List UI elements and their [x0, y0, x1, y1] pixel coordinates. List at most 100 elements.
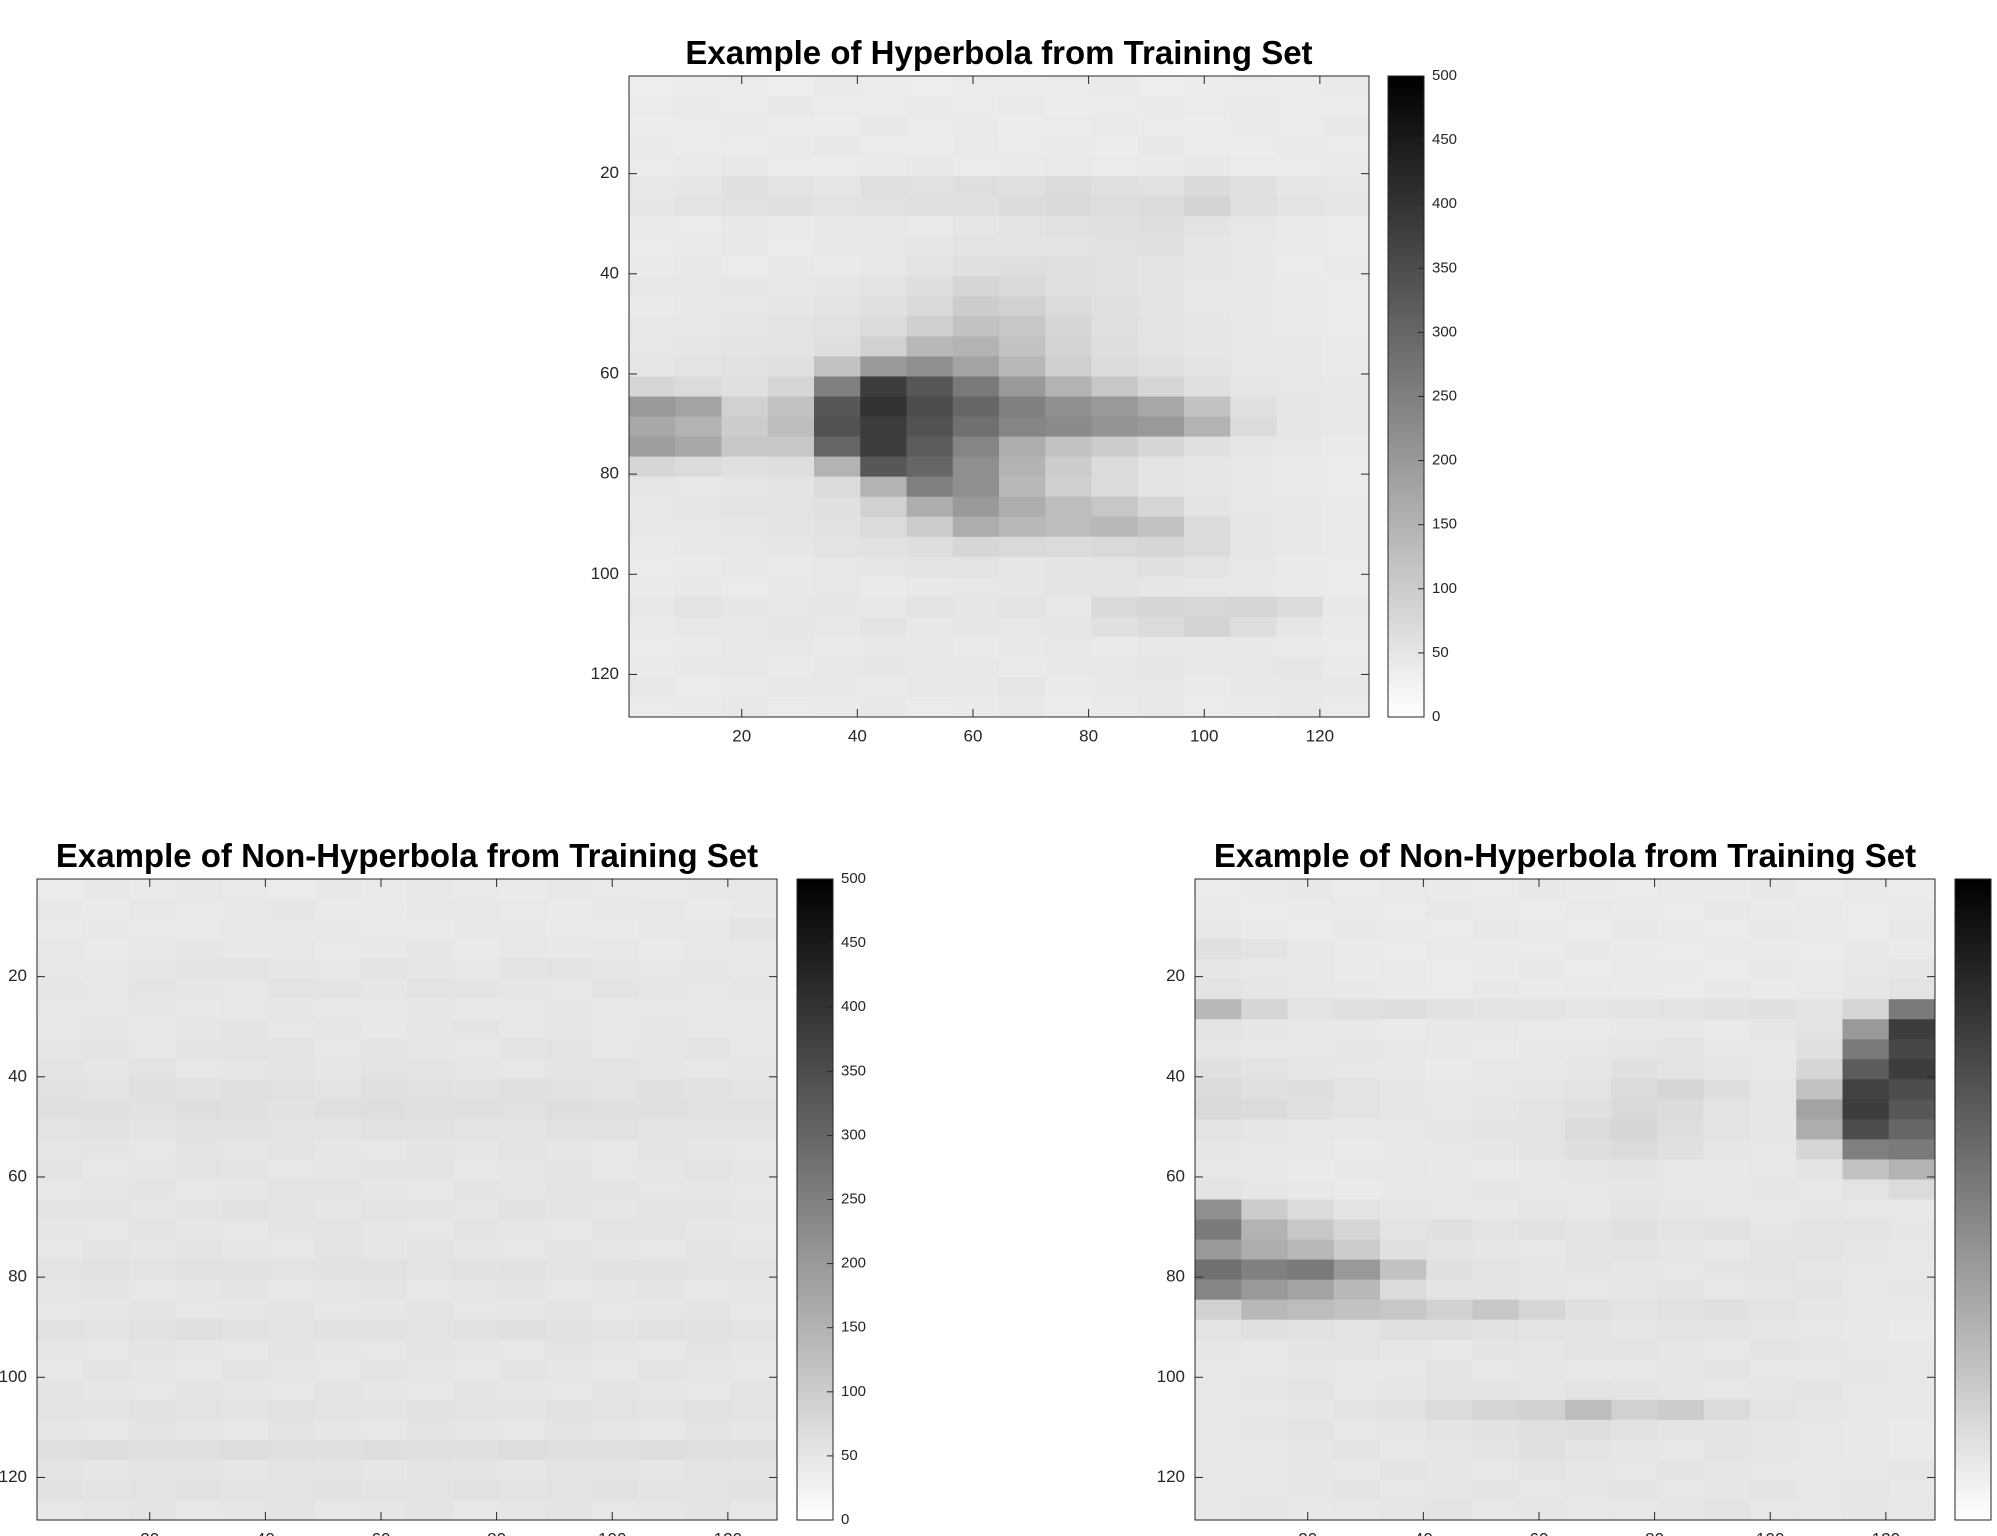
cell [268, 899, 315, 920]
cell [83, 999, 130, 1020]
cell [730, 1339, 778, 1361]
cell [1472, 1019, 1520, 1040]
cell [1322, 596, 1370, 618]
cell [1842, 1379, 1890, 1401]
cell [545, 1479, 593, 1501]
cell [1703, 1479, 1751, 1501]
cell [268, 1239, 315, 1261]
cell [1195, 959, 1242, 980]
cell [1842, 1079, 1890, 1100]
cell [1703, 879, 1751, 900]
cell [37, 1019, 84, 1040]
cell [222, 939, 269, 960]
cell [129, 1239, 177, 1261]
cell [1380, 1459, 1427, 1481]
cell [360, 1359, 408, 1381]
cell [814, 376, 861, 397]
cell [1195, 1259, 1242, 1281]
cell [906, 356, 954, 377]
cell [860, 656, 907, 678]
cell [1137, 436, 1185, 458]
cell [629, 96, 676, 117]
cell [952, 476, 1000, 498]
cell [1333, 1499, 1381, 1521]
cell [1045, 576, 1092, 598]
cell [1842, 1339, 1890, 1361]
cell [37, 1359, 84, 1381]
cell [1287, 1039, 1335, 1060]
cell [545, 1239, 593, 1261]
cell [1276, 596, 1324, 618]
cell [545, 1379, 593, 1401]
cell [1195, 1459, 1242, 1481]
cell [1611, 999, 1658, 1020]
cell [1333, 1119, 1381, 1140]
cell [1611, 1119, 1658, 1140]
cell [767, 176, 815, 197]
cell [1888, 959, 1936, 980]
cell [999, 276, 1046, 297]
cell [906, 296, 954, 317]
cell [721, 236, 769, 257]
cell [1184, 356, 1231, 377]
cell [1241, 1279, 1288, 1301]
cell [360, 939, 408, 960]
cell [629, 696, 676, 718]
cell [1888, 1059, 1936, 1080]
cell [1565, 1379, 1612, 1401]
chart-title: Example of Hyperbola from Training Set [685, 34, 1312, 71]
cell [129, 1219, 177, 1241]
cell [1750, 1219, 1797, 1241]
cell [1703, 1279, 1751, 1301]
cell [1091, 396, 1139, 418]
cell [684, 1439, 732, 1461]
cell [1380, 939, 1427, 960]
cell [721, 76, 769, 97]
cell [1091, 136, 1139, 157]
colorbar [1954, 878, 1992, 1521]
cell [360, 959, 408, 980]
cell [906, 596, 954, 618]
cell [407, 1019, 454, 1040]
cell [1842, 999, 1890, 1020]
cell [1195, 879, 1242, 900]
cell [1380, 1159, 1427, 1180]
cell [1657, 1079, 1705, 1100]
cell [499, 1239, 547, 1261]
cell [1888, 1179, 1936, 1200]
cell [1472, 1499, 1520, 1521]
cell [83, 1499, 130, 1521]
cell [407, 1099, 454, 1120]
cell [360, 1219, 408, 1241]
cell [1230, 216, 1277, 237]
cell [1657, 1339, 1705, 1361]
cell [721, 576, 769, 598]
cell [906, 456, 954, 478]
cell [592, 1079, 639, 1100]
cell [453, 939, 500, 960]
cell [767, 596, 815, 618]
cell [1750, 1499, 1797, 1521]
cell [1750, 1459, 1797, 1481]
cell [1380, 1479, 1427, 1501]
cell [545, 1179, 593, 1200]
cell [1472, 1279, 1520, 1301]
cell [1842, 1299, 1890, 1321]
cell [360, 1379, 408, 1401]
cell [767, 656, 815, 678]
cell [638, 1079, 685, 1100]
cell [1287, 1279, 1335, 1301]
cell [453, 959, 500, 980]
cell [129, 1399, 177, 1421]
cell [222, 1399, 269, 1421]
heatmap-panel: Example of Hyperbola from Training Set20… [591, 34, 1457, 745]
cell [1045, 76, 1092, 97]
y-tick-label: 100 [1157, 1367, 1185, 1386]
cell [1565, 1299, 1612, 1321]
cell [1333, 919, 1381, 940]
colorbar-tick-label: 150 [1432, 516, 1457, 533]
cell [1842, 879, 1890, 900]
cell [767, 396, 815, 418]
cell [684, 1399, 732, 1421]
cell [730, 1379, 778, 1401]
